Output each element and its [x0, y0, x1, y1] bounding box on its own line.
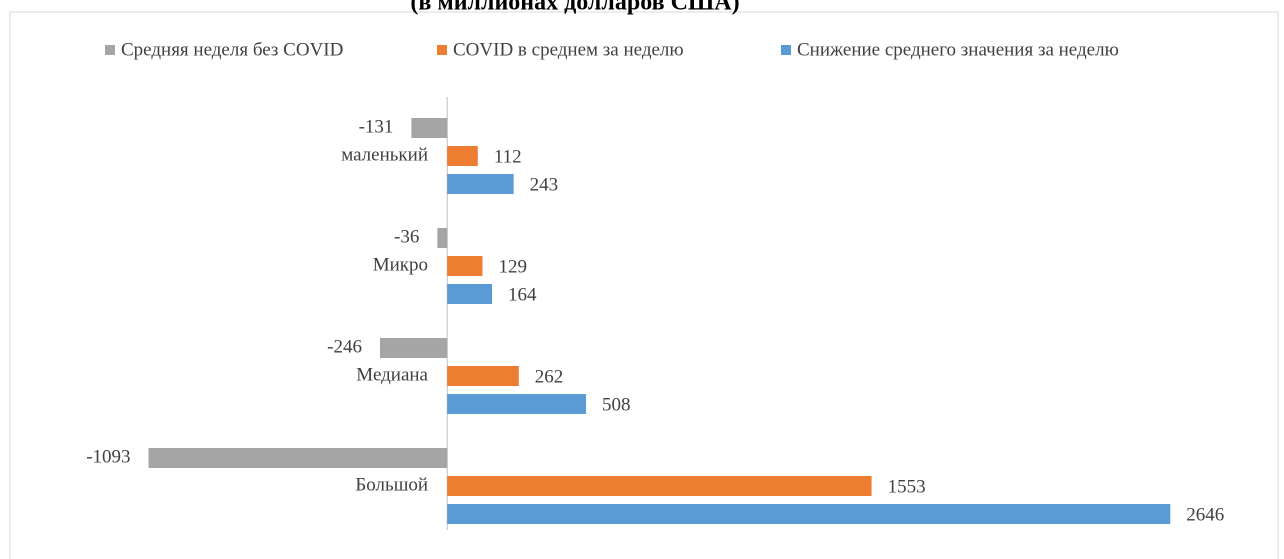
- y-tick-label: Большой: [355, 474, 428, 495]
- bar: [447, 476, 872, 496]
- bar: [447, 366, 519, 386]
- data-label: 243: [530, 174, 559, 195]
- legend-swatch: [781, 45, 791, 55]
- data-label: 129: [498, 256, 526, 277]
- data-label: 1553: [888, 476, 926, 497]
- y-tick-label: Микро: [373, 254, 428, 275]
- data-label: 2646: [1186, 504, 1224, 525]
- legend-label: COVID в среднем за неделю: [453, 39, 684, 60]
- bar: [148, 448, 448, 468]
- bar: [447, 256, 483, 276]
- chart-frame: [9, 11, 1279, 559]
- bar: [437, 228, 448, 248]
- data-label: 262: [535, 366, 564, 387]
- y-tick-label: Медиана: [356, 364, 428, 385]
- legend-label: Снижение среднего значения за неделю: [797, 39, 1119, 60]
- data-label: -1093: [86, 446, 130, 467]
- bar: [379, 338, 448, 358]
- legend-label: Средняя неделя без COVID: [121, 39, 343, 60]
- data-label: 112: [494, 146, 522, 167]
- data-label: -36: [394, 226, 419, 247]
- bar: [447, 394, 587, 414]
- data-label: 508: [602, 394, 631, 415]
- data-label: 164: [508, 284, 537, 305]
- legend-swatch: [437, 45, 447, 55]
- chart-title: (в миллионах долларов США): [410, 0, 739, 16]
- bar: [447, 504, 1171, 524]
- bar: [447, 146, 478, 166]
- y-tick-label: маленький: [341, 144, 428, 165]
- bar: [447, 174, 514, 194]
- bar: [411, 118, 448, 138]
- data-label: -246: [327, 336, 362, 357]
- data-label: -131: [359, 116, 394, 137]
- legend-swatch: [105, 45, 115, 55]
- bar: [447, 284, 493, 304]
